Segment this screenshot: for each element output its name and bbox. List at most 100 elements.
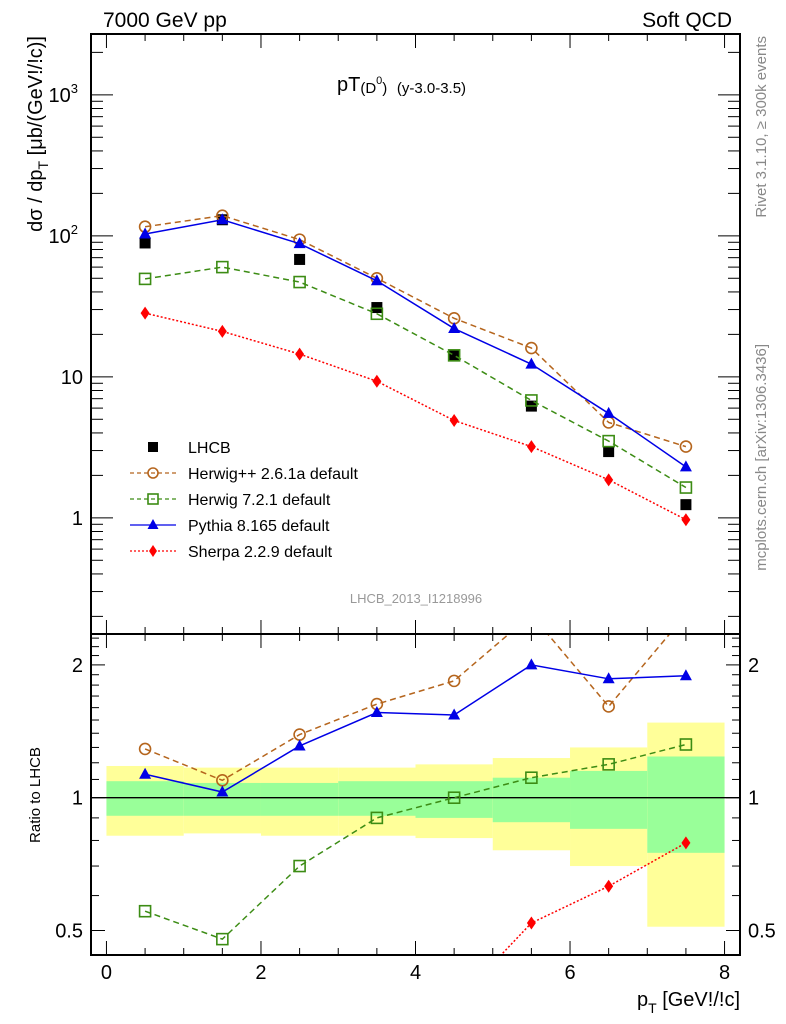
ratio-pythia-point	[448, 708, 461, 720]
x-tick-label: 2	[255, 962, 266, 984]
ratio-y-tick-label-right: 0.5	[748, 921, 776, 943]
main-lhcb-point	[448, 349, 460, 361]
main-sherpa-point	[372, 374, 382, 388]
main-lhcb-point	[294, 253, 306, 265]
main-y-tick-label: 103	[49, 81, 78, 107]
main-pythia-point	[370, 274, 383, 286]
main-sherpa-point	[295, 347, 305, 361]
ratio-uncertainty-bands	[106, 722, 725, 927]
rivet-version-label: Rivet 3.1.10, ≥ 300k events	[753, 36, 770, 218]
ratio-herwig7-point	[216, 932, 229, 946]
main-y-tick-label: 102	[49, 222, 78, 248]
band-inner-bin	[415, 781, 493, 818]
x-tick-label: 0	[101, 962, 112, 984]
x-axis-label: pT [GeV!/!c]	[637, 989, 740, 1016]
ratio-series-group	[138, 609, 693, 1011]
main-y-tick-base: 10	[61, 367, 83, 389]
main-y-axis-label: dσ / dpT [μb/(GeV!/!c)]	[25, 36, 51, 232]
ratio-pythia-point	[293, 739, 306, 751]
x-tick-label: 4	[410, 962, 421, 984]
ratio-pythia-point	[139, 767, 152, 779]
plot-title-main: pT	[337, 74, 360, 96]
main-herwigpp-point	[525, 341, 538, 355]
x-label-pre: p	[637, 989, 648, 1011]
ratio-pythia-line	[144, 664, 686, 793]
ratio-sherpa-point	[681, 836, 691, 850]
main-lhcb-point	[603, 446, 615, 458]
main-pythia-point	[216, 213, 229, 225]
ratio-y-tick-label-left: 2	[72, 655, 83, 677]
ratio-y-tick-label-left: 0.5	[55, 921, 83, 943]
ratio-sherpa-line	[499, 842, 687, 955]
ratio-sherpa-point	[450, 998, 459, 1011]
main-herwig7-point	[602, 434, 615, 448]
legend-marker-sherpa	[149, 545, 157, 557]
main-pythia-point	[602, 406, 615, 418]
ratio-herwig7-point	[525, 771, 538, 785]
plot-title-particle: (D	[360, 80, 376, 97]
legend-item-herwig7: Herwig 7.2.1 default	[130, 492, 331, 509]
ratio-pythia-point	[370, 706, 383, 718]
axis-ticks	[91, 34, 740, 955]
ratio-herwig7-point	[293, 859, 306, 873]
band-inner-bin	[260, 782, 339, 816]
main-herwig7-point	[370, 307, 384, 321]
ratio-sherpa-point	[526, 916, 536, 930]
main-lhcb-point	[139, 237, 151, 249]
ratio-herwigpp-point	[602, 700, 615, 713]
main-herwig7-point	[138, 272, 152, 286]
band-inner-bin	[106, 781, 184, 816]
main-pythia-point	[525, 357, 538, 369]
main-sherpa-point	[140, 306, 150, 320]
main-pythia-point	[448, 322, 461, 334]
main-sherpa-point	[217, 324, 227, 338]
main-herwig7-point	[293, 275, 306, 289]
main-y-tick-label: 10	[61, 367, 83, 389]
plot-title-range: (y-3.0-3.5)	[397, 80, 466, 97]
legend-marker-herwig7	[147, 493, 159, 505]
main-sherpa-point	[449, 414, 459, 428]
legend-label-herwigpp: Herwig++ 2.6.1a default	[188, 466, 358, 483]
main-pythia-point	[293, 237, 306, 249]
legend-marker-pythia	[147, 519, 159, 529]
x-tick-label: 8	[719, 962, 730, 984]
main-sherpa-point	[526, 440, 536, 454]
ratio-pythia-point	[679, 669, 692, 681]
ratio-herwigpp-point	[680, 609, 691, 620]
ratio-herwigpp-point	[526, 609, 537, 620]
legend-label-lhcb: LHCB	[188, 440, 231, 457]
main-series-group	[138, 209, 693, 527]
ratio-y-axis-label: Ratio to LHCB	[27, 747, 44, 843]
legend-label-sherpa: Sherpa 2.2.9 default	[188, 544, 333, 561]
legend-item-sherpa: Sherpa 2.2.9 default	[130, 544, 333, 561]
main-herwigpp-line	[144, 214, 687, 448]
header-right-title: Soft QCD	[642, 9, 732, 32]
legend-item-herwigpp: Herwig++ 2.6.1a default	[130, 466, 358, 483]
ratio-y-tick-label-right: 1	[748, 788, 759, 810]
legend: LHCB Herwig++ 2.6.1a default Herwig 7.2.1 …	[130, 440, 358, 561]
header-left-title: 7000 GeV pp	[103, 9, 227, 32]
ratio-herwig7-line	[144, 743, 687, 940]
ratio-y-tick-label-right: 2	[748, 655, 759, 677]
ratio-herwigpp-point	[138, 742, 152, 756]
legend-marker-lhcb	[148, 442, 158, 452]
ratio-herwig7-point	[447, 791, 461, 805]
legend-marker-herwigpp	[147, 467, 159, 479]
main-y-tick-base: 10	[49, 226, 71, 248]
main-herwig7-point	[679, 481, 693, 494]
main-y-tick-label: 1	[72, 508, 83, 530]
legend-item-lhcb: LHCB	[148, 440, 231, 457]
main-herwig7-point	[525, 394, 538, 407]
legend-label-pythia: Pythia 8.165 default	[188, 518, 330, 535]
main-y-tick-base: 1	[72, 508, 83, 530]
main-herwigpp-point	[679, 440, 693, 453]
main-pythia-point	[679, 460, 692, 472]
ratio-herwig7-point	[138, 904, 152, 918]
ratio-herwig7-point	[679, 738, 693, 751]
main-pythia-line	[144, 218, 687, 468]
main-herwig7-point	[216, 260, 229, 274]
main-herwig7-line	[144, 266, 687, 489]
ratio-y-tick-label-left: 1	[72, 788, 83, 810]
